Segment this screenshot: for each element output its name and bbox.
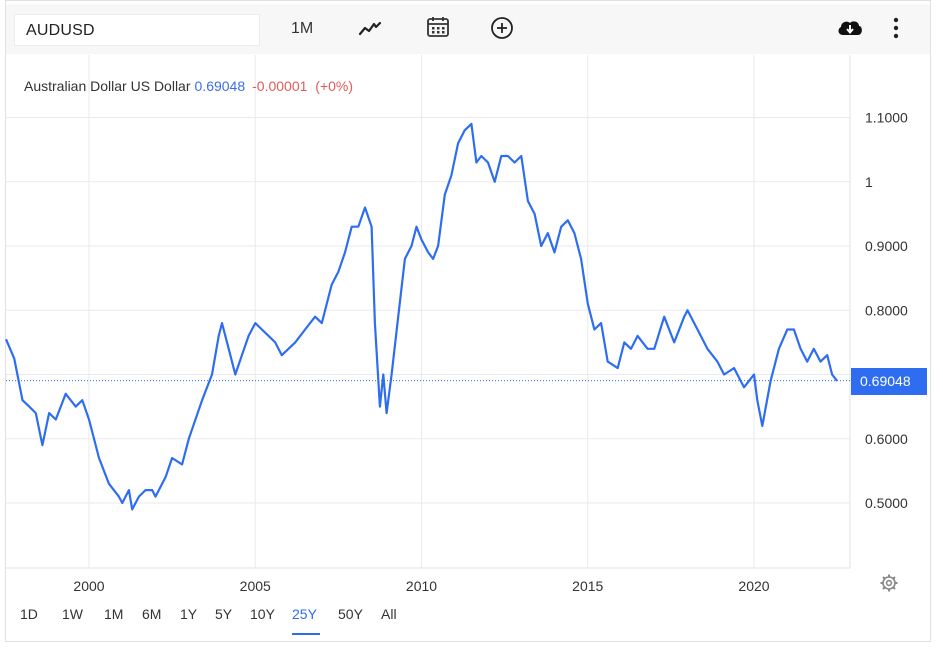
- add-compare-icon[interactable]: [490, 16, 514, 40]
- settings-gear-icon[interactable]: [879, 573, 899, 593]
- y-tick-label: 1: [865, 174, 873, 190]
- period-selector[interactable]: 1M: [291, 20, 314, 37]
- calendar-icon[interactable]: [426, 15, 450, 39]
- period-button-1m[interactable]: 1M: [104, 606, 124, 622]
- period-button-50y[interactable]: 50Y: [338, 606, 363, 622]
- period-button-1y[interactable]: 1Y: [180, 606, 198, 622]
- last-price-tag: 0.69048: [851, 368, 927, 395]
- period-button-10y[interactable]: 10Y: [250, 606, 275, 622]
- chart-toolbar: AUDUSD 1M: [6, 4, 930, 54]
- x-tick-label: 2020: [738, 578, 769, 594]
- y-tick-label: 0.5000: [865, 495, 908, 511]
- y-tick-label: 0.8000: [865, 302, 908, 318]
- period-button-6m[interactable]: 6M: [142, 606, 162, 622]
- legend-change: -0.00001: [252, 78, 308, 94]
- chart-legend: Australian Dollar US Dollar 0.69048 -0.000…: [24, 78, 353, 94]
- x-tick-label: 2000: [73, 578, 104, 594]
- legend-change-pct: (+0%): [315, 78, 354, 94]
- series-line-audusd: [4, 122, 838, 511]
- x-tick-label: 2010: [406, 578, 437, 594]
- x-tick-label: 2005: [240, 578, 271, 594]
- legend-price: 0.69048: [194, 78, 246, 94]
- period-button-1w[interactable]: 1W: [62, 606, 83, 622]
- legend-name: Australian Dollar US Dollar: [24, 78, 191, 94]
- chart-frame: [5, 0, 931, 642]
- x-tick-label: 2015: [572, 578, 603, 594]
- active-period-underline: [292, 633, 320, 635]
- y-tick-label: 0.6000: [865, 431, 908, 447]
- period-button-5y[interactable]: 5Y: [215, 606, 233, 622]
- more-vertical-icon[interactable]: [889, 16, 903, 42]
- y-tick-label: 1.1000: [865, 110, 908, 126]
- symbol-input[interactable]: AUDUSD: [14, 14, 260, 46]
- period-button-1d[interactable]: 1D: [20, 606, 38, 622]
- cloud-download-icon[interactable]: [836, 17, 864, 39]
- period-button-all[interactable]: All: [381, 606, 397, 622]
- symbol-text: AUDUSD: [26, 22, 95, 39]
- y-tick-label: 0.9000: [865, 238, 908, 254]
- line-chart-icon[interactable]: [358, 19, 382, 39]
- period-button-25y[interactable]: 25Y: [292, 606, 317, 622]
